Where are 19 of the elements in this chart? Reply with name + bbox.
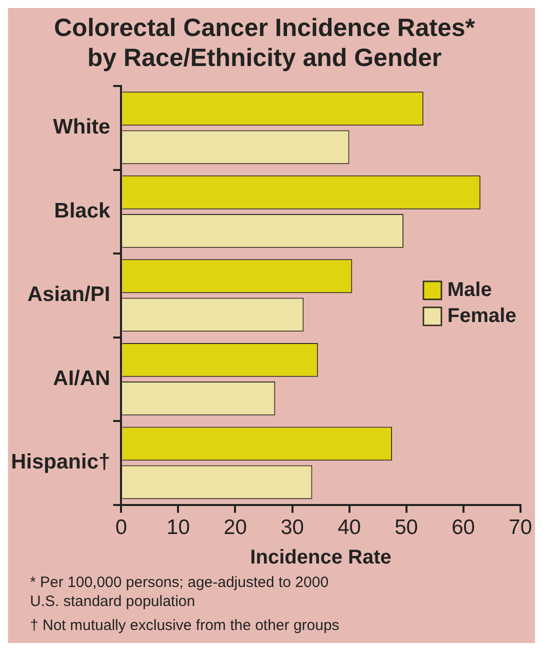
- legend-label: Female: [447, 304, 516, 327]
- legend-label: Male: [447, 278, 492, 301]
- x-tick-label: 10: [166, 516, 190, 540]
- text: † Not mutually exclusive from the other groups: [30, 616, 340, 636]
- y-tick-label: Asian/PI: [27, 283, 110, 306]
- x-tick-label: 70: [508, 516, 532, 540]
- x-tick-label: 40: [338, 516, 361, 540]
- x-tick-label: 50: [394, 516, 418, 540]
- text: * Per 100,000 persons; age-adjusted to 2000 U.S. standard population: [30, 574, 330, 612]
- y-tick-label: Hispanic†: [10, 450, 110, 474]
- y-tick-label: AI/AN: [53, 366, 110, 390]
- x-tick-label: 60: [452, 516, 475, 540]
- chart-title: Colorectal Cancer Incidence Rates* by Race/Ethnicity and Gender: [54, 14, 476, 72]
- x-tick-label: 20: [224, 516, 247, 540]
- x-tick-label: 0: [115, 516, 128, 540]
- y-tick-label: White: [53, 116, 110, 139]
- x-tick-label: 30: [280, 516, 304, 540]
- x-axis-title: Incidence Rate: [250, 546, 392, 569]
- y-tick-label: Black: [54, 199, 111, 222]
